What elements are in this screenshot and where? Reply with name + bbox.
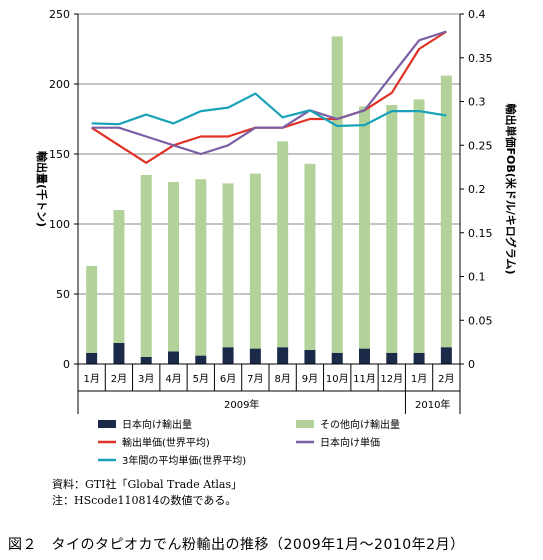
source-note: 資料：GTI社「Global Trade Atlas」 bbox=[52, 478, 243, 491]
bar-japan bbox=[249, 348, 261, 364]
footnote: 注：HScode110814の数値である。 bbox=[52, 494, 237, 507]
legend-label: 日本向け単価 bbox=[320, 436, 380, 449]
bar-other bbox=[413, 99, 425, 353]
y2-tick-label: 0.1 bbox=[468, 271, 486, 284]
x-tick-label: 8月 bbox=[274, 373, 290, 385]
bar-other bbox=[277, 141, 289, 348]
y2-axis-label: 輸出単価FOB(米ドル/キログラム) bbox=[504, 104, 518, 275]
y2-tick-label: 0.35 bbox=[468, 52, 493, 65]
bar-japan bbox=[140, 357, 152, 364]
bar-japan bbox=[386, 352, 398, 364]
year-label: 2009年 bbox=[224, 398, 259, 411]
x-tick-label: 1月 bbox=[411, 373, 427, 385]
x-tick-label: 2月 bbox=[111, 373, 127, 385]
x-tick-label: 2月 bbox=[438, 373, 454, 385]
x-tick-label: 10月 bbox=[326, 373, 349, 385]
bar-japan bbox=[359, 348, 370, 364]
y-tick-label: 50 bbox=[56, 288, 70, 301]
line-series bbox=[91, 30, 447, 164]
x-tick-label: 3月 bbox=[138, 373, 154, 385]
y2-axis-ticks: 0 0.05 0.1 0.15 0.2 0.25 0.3 0.35 0.4 bbox=[460, 8, 493, 371]
chart: 0 50 100 150 200 250 0 0.05 0.1 0.15 0.2 0.25 0.3 0.… bbox=[35, 8, 518, 467]
bar-other bbox=[359, 106, 370, 349]
bar-other bbox=[86, 266, 98, 353]
bar-other bbox=[331, 36, 343, 353]
legend-label: 日本向け輸出量 bbox=[122, 418, 192, 431]
x-tick-label: 1月 bbox=[83, 373, 99, 385]
bar-other bbox=[304, 163, 316, 350]
legend-swatch bbox=[296, 420, 314, 428]
bar-japan bbox=[168, 351, 179, 364]
bar-other bbox=[222, 183, 234, 348]
bar-other bbox=[195, 179, 207, 356]
bar-japan bbox=[195, 355, 207, 364]
gridlines bbox=[78, 13, 460, 295]
bar-other bbox=[168, 182, 179, 352]
legend-label: 3年間の平均単価(世界平均) bbox=[122, 454, 246, 467]
bar-japan bbox=[86, 352, 98, 364]
x-axis-years: 2009年 2010年 bbox=[224, 398, 450, 411]
y2-tick-label: 0.15 bbox=[468, 227, 493, 240]
bar-japan bbox=[222, 347, 234, 364]
bar-japan bbox=[277, 347, 289, 364]
bar-other bbox=[440, 75, 452, 348]
bar-other bbox=[386, 105, 398, 353]
y2-tick-label: 0.2 bbox=[468, 183, 486, 196]
line-日本向け単価 bbox=[91, 30, 447, 156]
y-tick-label: 150 bbox=[49, 148, 70, 161]
legend-swatch bbox=[98, 420, 116, 428]
bar-japan bbox=[413, 352, 425, 364]
figure-caption: 図２ タイのタピオカでん粉輸出の推移（2009年1月～2010年2月） bbox=[8, 537, 465, 553]
y2-tick-label: 0 bbox=[468, 358, 475, 371]
bar-other bbox=[249, 173, 261, 349]
x-axis-ticks: 1月 2月 3月 4月 5月 6月 7月 8月 9月 10月 11月 12月 1月 2月 bbox=[83, 373, 454, 385]
y-axis-label: 輸出量(千トン) bbox=[35, 151, 49, 227]
x-tick-label: 12月 bbox=[380, 373, 403, 385]
y2-tick-label: 0.25 bbox=[468, 139, 493, 152]
year-label: 2010年 bbox=[415, 398, 450, 411]
bar-japan bbox=[440, 347, 452, 364]
line-3年間の平均単価(世界平均) bbox=[91, 92, 447, 128]
axes bbox=[77, 14, 461, 414]
x-tick-label: 7月 bbox=[247, 373, 263, 385]
x-tick-label: 6月 bbox=[220, 373, 236, 385]
bar-other bbox=[113, 210, 125, 343]
y-tick-label: 100 bbox=[49, 218, 70, 231]
bar-other bbox=[140, 175, 152, 357]
axis-labels: 輸出量(千トン) 輸出単価FOB(米ドル/キログラム) bbox=[35, 104, 518, 275]
x-tick-label: 5月 bbox=[193, 373, 209, 385]
y2-tick-label: 0.05 bbox=[468, 314, 493, 327]
legend-label: 輸出単価(世界平均) bbox=[122, 436, 210, 449]
y-tick-label: 200 bbox=[49, 78, 70, 91]
x-tick-label: 11月 bbox=[353, 373, 376, 385]
x-tick-label: 9月 bbox=[302, 373, 318, 385]
y2-tick-label: 0.4 bbox=[468, 8, 486, 21]
y-tick-label: 250 bbox=[49, 8, 70, 21]
bar-japan bbox=[304, 350, 316, 364]
legend-label: その他向け輸出量 bbox=[320, 418, 400, 431]
x-tick-label: 4月 bbox=[165, 373, 181, 385]
y-tick-label: 0 bbox=[63, 358, 70, 371]
bars bbox=[86, 36, 452, 364]
y2-tick-label: 0.3 bbox=[468, 96, 486, 109]
bar-japan bbox=[113, 343, 125, 364]
y-axis-ticks: 0 50 100 150 200 250 bbox=[49, 8, 78, 371]
bar-japan bbox=[331, 352, 343, 364]
